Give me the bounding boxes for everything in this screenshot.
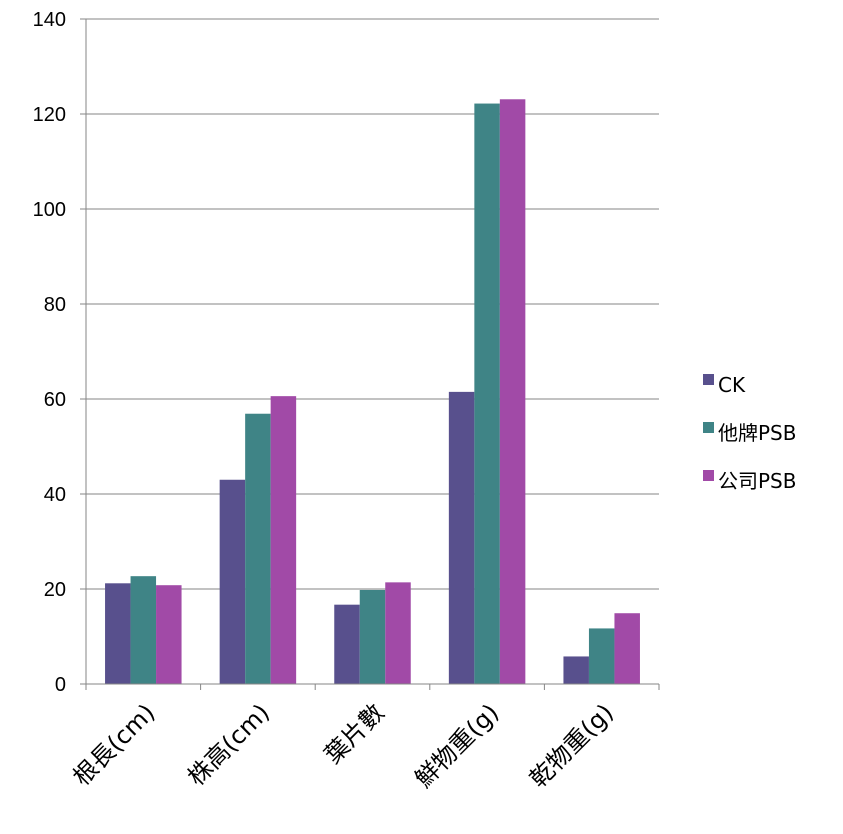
- bar-2-2: [245, 413, 271, 684]
- x-tick-labels: 根長(cm) 株高(cm) 葉片數 鮮物重(g) 乾物重(g): [68, 698, 619, 793]
- x-tick-label: 鮮物重(g): [410, 698, 505, 793]
- bar-3-2: [270, 396, 297, 684]
- legend-label: CK: [718, 373, 746, 397]
- y-tick-label: 140: [33, 9, 66, 31]
- y-tick-label: 80: [44, 294, 66, 316]
- x-tick-label: 葉片數: [319, 698, 390, 769]
- y-tick-label: 60: [44, 389, 66, 411]
- y-tick-label: 100: [33, 199, 66, 221]
- bar-1-1: [105, 583, 131, 684]
- bar-1-4: [448, 391, 475, 684]
- bar-2-4: [474, 103, 500, 685]
- y-tick-labels: 0 20 40 60 80 100 120 140: [33, 9, 66, 696]
- axes: [80, 18, 660, 690]
- x-tick-label: 根長(cm): [68, 698, 161, 791]
- bar-3-1: [156, 585, 182, 684]
- legend-swatch: [703, 374, 714, 385]
- bar-1-2: [219, 479, 246, 684]
- bars: [105, 99, 640, 685]
- bar-3-4: [499, 99, 526, 684]
- bar-3-3: [385, 582, 411, 684]
- y-tick-label: 120: [33, 104, 66, 126]
- gridlines: [86, 18, 659, 590]
- legend-swatch: [703, 422, 714, 433]
- bar-3-5: [614, 613, 640, 684]
- legend-swatch: [703, 470, 714, 481]
- y-tick-label: 0: [55, 674, 66, 696]
- legend-label: 公司PSB: [718, 469, 796, 493]
- bar-1-5: [563, 656, 589, 684]
- legend-label: 他牌PSB: [718, 421, 796, 445]
- y-tick-label: 20: [44, 579, 66, 601]
- x-tick-label: 乾物重(g): [524, 698, 619, 793]
- x-tick-label: 株高(cm): [182, 698, 275, 791]
- bar-2-1: [130, 576, 157, 684]
- y-tick-label: 40: [44, 484, 66, 506]
- bar-1-3: [334, 604, 360, 684]
- bar-2-3: [359, 589, 386, 684]
- legend: CK 他牌PSB 公司PSB: [703, 373, 796, 493]
- bar-2-5: [588, 628, 615, 684]
